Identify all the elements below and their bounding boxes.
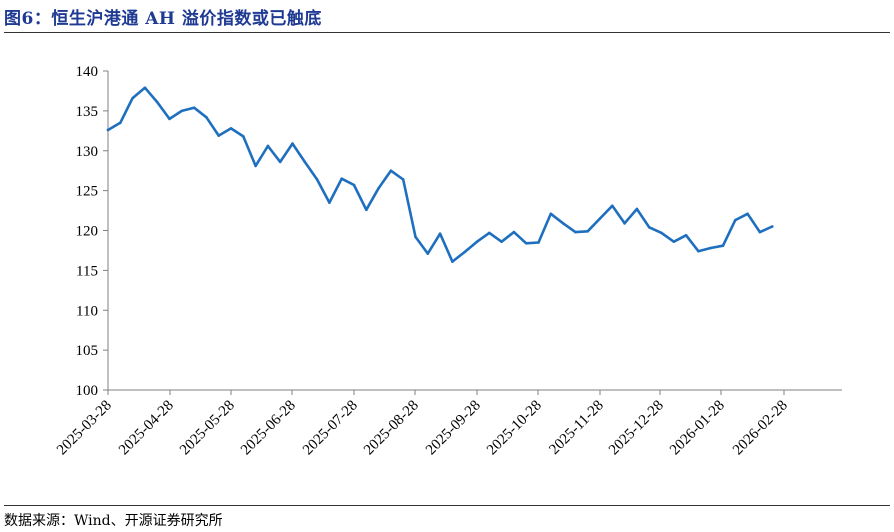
y-tick-label: 140 [76, 64, 99, 80]
y-axis-ticks: 100 105 110 115 120 125 130 135 140 [76, 64, 108, 399]
data-point [340, 177, 344, 180]
y-tick-label: 125 [76, 184, 99, 200]
data-point [623, 222, 626, 225]
data-point [488, 231, 491, 235]
x-tick-label: 2025-05-28 [177, 398, 238, 459]
data-point [180, 109, 184, 113]
series-line [106, 86, 774, 263]
y-tick-label: 130 [76, 144, 99, 160]
y-tick-label: 115 [76, 263, 98, 279]
data-point [512, 230, 516, 234]
data-point [229, 127, 233, 130]
data-point [426, 252, 430, 255]
x-tick-label: 2026-01-28 [667, 398, 728, 459]
source-note: 数据来源：Wind、开源证券研究所 [4, 513, 223, 529]
data-point [106, 128, 110, 132]
data-point [684, 233, 688, 237]
data-point [315, 178, 319, 181]
data-point [217, 134, 220, 137]
data-point [721, 244, 725, 247]
x-tick-label: 2025-04-28 [116, 398, 177, 459]
data-point [143, 86, 147, 90]
data-point [205, 115, 208, 119]
data-point [438, 232, 442, 235]
data-point [635, 207, 639, 211]
x-tick-label: 2025-09-28 [423, 398, 484, 459]
data-point [242, 135, 245, 138]
data-point [660, 231, 663, 235]
y-tick-label: 120 [76, 224, 99, 240]
data-point [131, 96, 134, 100]
x-tick-label: 2025-11-28 [546, 398, 606, 458]
data-point [561, 222, 565, 225]
data-point [401, 178, 405, 181]
data-point [291, 142, 294, 145]
chart-axes [107, 71, 842, 391]
x-tick-label: 2025-10-28 [484, 398, 545, 459]
data-point [377, 186, 380, 190]
data-point [574, 230, 577, 234]
data-point [746, 212, 749, 216]
x-tick-label: 2025-07-28 [300, 398, 361, 459]
data-point [352, 183, 356, 187]
data-point [155, 100, 159, 104]
y-tick-label: 135 [76, 104, 99, 120]
x-tick-label: 2025-12-28 [606, 398, 667, 459]
x-tick-label: 2026-02-28 [730, 398, 791, 459]
data-point [709, 246, 712, 250]
data-point [365, 208, 368, 212]
data-point [537, 241, 540, 244]
data-point [697, 249, 700, 253]
data-point [414, 235, 417, 239]
data-point [549, 212, 553, 216]
data-point [451, 260, 454, 263]
data-point [119, 121, 122, 125]
y-tick-label: 100 [76, 383, 99, 399]
data-point [389, 169, 393, 172]
bottom-rule [4, 505, 890, 506]
x-tick-label: 2025-06-28 [238, 398, 299, 459]
chart-title: 图6：恒生沪港通 AH 溢价指数或已触底 [4, 9, 322, 29]
chart-series [106, 86, 774, 263]
data-point [278, 160, 282, 164]
x-tick-label: 2025-08-28 [361, 398, 422, 459]
x-tick-label: 2025-03-28 [54, 398, 115, 459]
data-point [303, 160, 307, 164]
data-point [734, 218, 737, 222]
y-tick-label: 105 [76, 343, 99, 359]
data-point [254, 164, 257, 168]
data-point [266, 144, 270, 148]
data-point [758, 230, 762, 234]
data-point [168, 117, 171, 121]
data-point [475, 240, 479, 243]
data-point [598, 217, 602, 220]
data-point [770, 225, 774, 228]
data-point [647, 226, 651, 229]
data-point [192, 106, 196, 109]
data-point [586, 229, 589, 233]
top-rule [4, 32, 890, 33]
x-axis-ticks: 2025-03-28 2025-04-28 2025-05-28 2025-06-28… [54, 390, 791, 458]
data-point [463, 250, 467, 254]
data-point [328, 201, 331, 204]
data-point [524, 241, 528, 245]
data-point [672, 240, 676, 243]
y-tick-label: 110 [76, 303, 98, 319]
data-point [500, 240, 503, 243]
data-point [611, 204, 614, 208]
